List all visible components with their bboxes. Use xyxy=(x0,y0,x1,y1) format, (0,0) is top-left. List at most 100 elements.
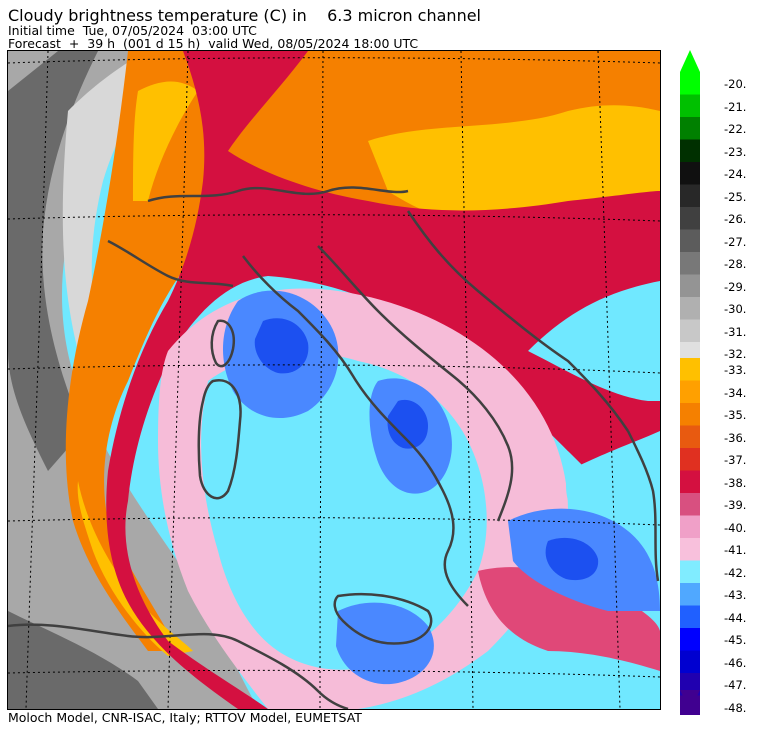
balkan-coast xyxy=(406,210,630,432)
colorbar-tick-label: -41. xyxy=(724,543,747,558)
colorbar-box xyxy=(680,358,700,381)
colorbar-box xyxy=(680,139,700,163)
forecast-label: Forecast + 39 h (001 d 15 h) valid Wed, … xyxy=(8,36,419,51)
yellow-streak-nw xyxy=(133,81,198,201)
colorbar-tick-label: -44. xyxy=(724,610,747,625)
meridian-4 xyxy=(460,51,474,709)
colorbar-tick-label: -26. xyxy=(724,212,747,227)
colorbar-box xyxy=(680,605,700,629)
colorbar-tick-label: -36. xyxy=(724,430,747,445)
meridian-3 xyxy=(319,51,324,709)
sardinia-outline xyxy=(197,378,242,500)
italian-peninsula-east-coast xyxy=(317,245,514,522)
colorbar-tick-label: -33. xyxy=(724,363,747,378)
colorbar-box xyxy=(680,583,700,606)
map-canvas xyxy=(8,51,660,709)
colorbar-box xyxy=(680,425,700,449)
light-grey-band xyxy=(62,51,173,351)
dark-grey-band xyxy=(8,51,98,471)
magenta-patch-se xyxy=(478,567,660,671)
red-band xyxy=(106,51,660,709)
sicily-outline xyxy=(333,592,433,645)
colorbar-tick-label: -23. xyxy=(724,144,747,159)
colorbar-tick-label: -20. xyxy=(724,77,747,92)
colorbar-tick-label: -47. xyxy=(724,678,747,693)
colorbar-box xyxy=(680,650,700,674)
colorbar-lower-boxes xyxy=(680,358,700,715)
colorbar-box xyxy=(680,297,700,320)
dark-grey-band-south xyxy=(8,611,158,709)
chart-title: Cloudy brightness temperature (C) in 6.3… xyxy=(8,6,481,25)
yellow-streak-west xyxy=(77,481,193,656)
colorbar-tick-label: -30. xyxy=(724,302,747,317)
colorbar-graphic xyxy=(680,50,700,715)
colorbar-tick-label: -35. xyxy=(724,408,747,423)
colorbar-box xyxy=(680,448,700,471)
colorbar-upper-boxes xyxy=(680,72,700,365)
colorbar: -20. -21. -22. -23. -24. -25. -26. -27. -28. -29.… xyxy=(680,50,760,715)
corsica-outline xyxy=(210,319,235,368)
colorbar-tick-label: -40. xyxy=(724,520,747,535)
colorbar-tick-label: -29. xyxy=(724,279,747,294)
deep-blue-core-2 xyxy=(387,399,428,449)
parallel-4 xyxy=(8,517,660,526)
colorbar-tick-label: -31. xyxy=(724,324,747,339)
parallel-3 xyxy=(8,364,660,374)
colorbar-tick-label: -22. xyxy=(724,122,747,137)
colorbar-box xyxy=(680,560,700,584)
colorbar-tick-label: -28. xyxy=(724,257,747,272)
colorbar-tick-label: -25. xyxy=(724,189,747,204)
colorbar-box xyxy=(680,319,700,343)
colorbar-box xyxy=(680,380,700,404)
colorbar-box xyxy=(680,117,700,140)
colorbar-tick-label: -27. xyxy=(724,234,747,249)
parallel-2 xyxy=(8,214,660,222)
parallel-1 xyxy=(8,57,660,64)
colorbar-tick-label: -34. xyxy=(724,385,747,400)
meridian-1 xyxy=(25,51,49,709)
parallel-5 xyxy=(8,669,660,678)
alps-border xyxy=(147,186,409,203)
meridian-2 xyxy=(167,51,189,709)
colorbar-box xyxy=(680,72,700,95)
colorbar-tick-label: -43. xyxy=(724,588,747,603)
colorbar-box xyxy=(680,274,700,298)
colorbar-box xyxy=(680,515,700,539)
colorbar-box xyxy=(680,538,700,561)
colorbar-tick-label: -48. xyxy=(724,700,747,715)
lat-lon-grid xyxy=(8,51,660,709)
colorbar-bottom-arrow xyxy=(680,690,700,710)
colorbar-box xyxy=(680,493,700,516)
colorbar-box xyxy=(680,229,700,253)
colorbar-tick-label: -21. xyxy=(724,99,747,114)
colorbar-box xyxy=(680,252,700,275)
colorbar-box xyxy=(680,184,700,208)
colorbar-tick-label: -46. xyxy=(724,655,747,670)
colorbar-tick-label: -37. xyxy=(724,453,747,468)
colorbar-box xyxy=(680,470,700,494)
colorbar-tick-label: -39. xyxy=(724,498,747,513)
colorbar-box xyxy=(680,628,700,651)
french-coast xyxy=(107,239,234,288)
weather-map xyxy=(7,50,661,710)
italian-peninsula-west-coast xyxy=(242,255,469,607)
initial-time-label: Initial time Tue, 07/05/2024 03:00 UTC xyxy=(8,23,257,38)
model-credit: Moloch Model, CNR-ISAC, Italy; RTTOV Mod… xyxy=(8,710,362,725)
colorbar-top-arrow xyxy=(680,50,700,72)
colorbar-box xyxy=(680,207,700,230)
deep-blue-core-3 xyxy=(545,537,599,581)
colorbar-box xyxy=(680,403,700,426)
colorbar-tick-label: -42. xyxy=(724,565,747,580)
colorbar-tick-label: -24. xyxy=(724,167,747,182)
colorbar-box xyxy=(680,94,700,118)
colorbar-tick-label: -38. xyxy=(724,475,747,490)
africa-coast xyxy=(8,623,349,709)
greek-coast xyxy=(626,430,660,582)
colorbar-box xyxy=(680,162,700,185)
colorbar-tick-label: -32. xyxy=(724,347,747,362)
colorbar-tick-label: -45. xyxy=(724,633,747,648)
cyan-zone-east xyxy=(566,431,660,571)
meridian-5 xyxy=(597,51,621,709)
deep-blue-core-1 xyxy=(254,318,309,374)
coastlines xyxy=(8,186,660,709)
